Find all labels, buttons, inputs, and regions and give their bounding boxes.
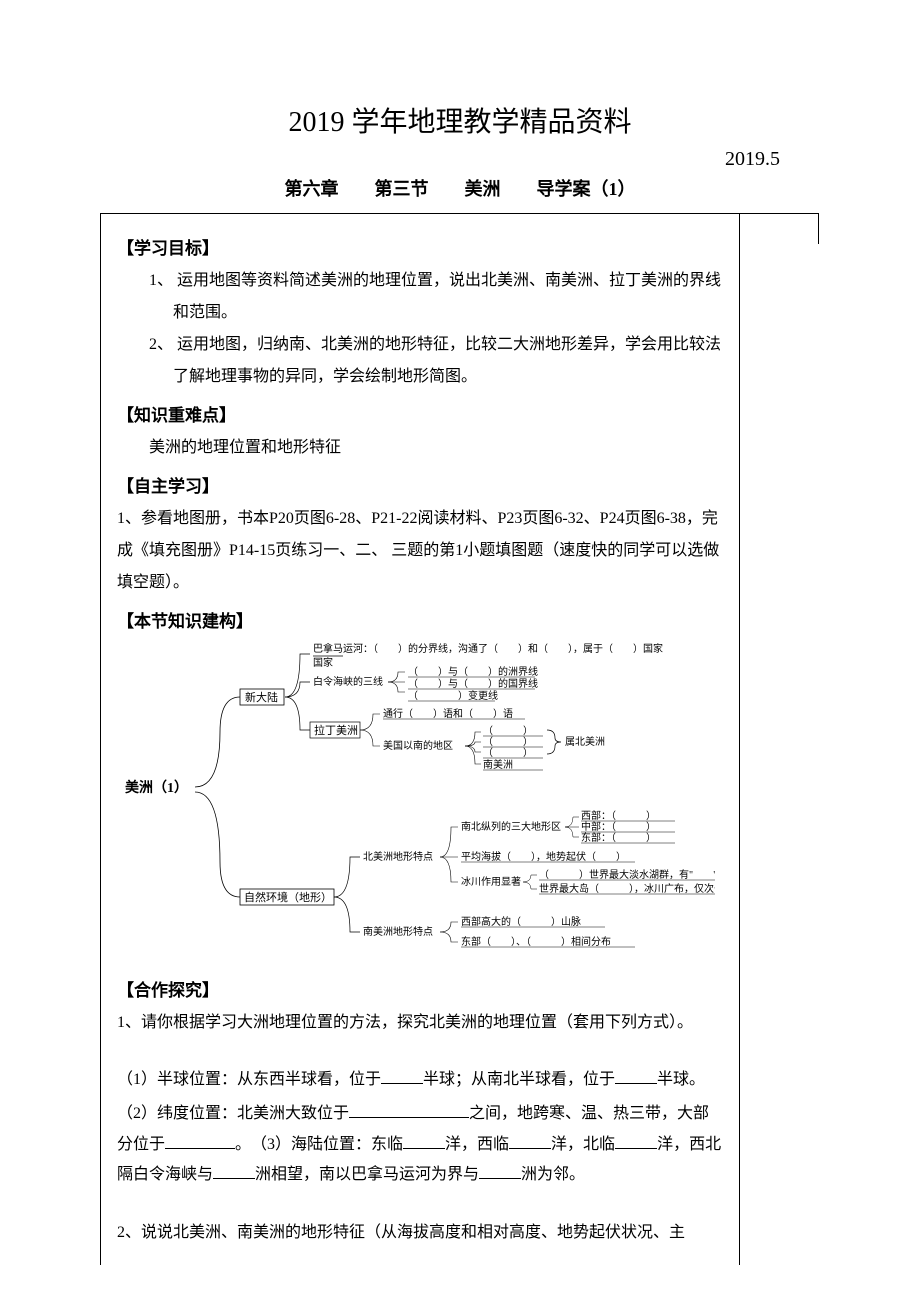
blank	[381, 1083, 423, 1084]
knowledge-diagram: 美洲（1） 新大陆 巴拿马运河：（ ）的分界线，沟通了（ ）和（ ），属于（ ）…	[125, 642, 715, 962]
blank	[509, 1148, 551, 1149]
diagram-branch1: 新大陆	[245, 690, 278, 704]
q1-3-a: 洋，西临	[445, 1136, 509, 1153]
d-b2-n1a1: 西部：（ ）	[581, 809, 656, 822]
q1-3-e: 洲为邻。	[521, 1166, 585, 1183]
d-b2-n1c1: （ ）世界最大淡水湖群，有" "之称	[539, 868, 715, 881]
d-b1-n3b2: （ ）	[483, 736, 533, 748]
keypoint-body: 美洲的地理位置和地形特征	[117, 432, 723, 464]
blank	[615, 1083, 657, 1084]
d-b1-n1: 巴拿马运河：（ ）的分界线，沟通了（ ）和（ ），属于（ ）国家	[313, 642, 663, 655]
explore-q1-1: （1）半球位置：从东西半球看，位于 半球；从南北半球看，位于 半球。	[117, 1065, 723, 1095]
d-b2-n1c2: 世界最大岛（ ），冰川广布，仅次于南极洲	[539, 882, 715, 895]
q1-1-mid: 半球；从南北半球看，位于	[423, 1071, 615, 1088]
d-b1-n3a: 通行（ ）语和（ ）语	[383, 707, 513, 720]
d-b2-n1a: 南北纵列的三大地形区	[461, 820, 561, 833]
d-b1-n2b: （ ）与（ ）的国界线	[408, 677, 538, 690]
section-selfstudy-head: 【自主学习】	[117, 472, 723, 497]
date: 2019.5	[100, 148, 820, 171]
main-title: 2019 学年地理教学精品资料	[100, 100, 820, 140]
d-b2-n1: 北美洲地形特点	[363, 850, 433, 863]
section-keypoint-head: 【知识重难点】	[117, 401, 723, 426]
objective-item-1: 1、 运用地图等资料简述美洲的地理位置，说出北美洲、南美洲、拉丁美洲的界线和范围…	[141, 265, 723, 329]
d-b2-n1c: 冰川作用显著	[461, 875, 521, 888]
explore-q2: 2、说说北美洲、南美洲的地形特征（从海拔高度和相对高度、地势起伏状况、主	[117, 1217, 723, 1249]
d-b2-n2: 南美洲地形特点	[363, 925, 433, 938]
d-b2-n2a: 西部高大的（ ）山脉	[461, 915, 581, 928]
blank	[213, 1178, 255, 1179]
blank	[349, 1117, 469, 1118]
blank	[615, 1148, 657, 1149]
d-b1-n3b: 美国以南的地区	[383, 739, 453, 752]
subtitle: 第六章 第三节 美洲 导学案（1）	[100, 175, 820, 201]
d-b1-n1-sub: 国家	[313, 656, 333, 669]
d-b1-n3b3: （ ）	[483, 747, 533, 759]
blank	[403, 1148, 445, 1149]
d-b1-n3: 拉丁美洲	[314, 723, 358, 737]
diagram-root: 美洲（1）	[125, 779, 188, 796]
d-b1-n2c: （ ）变更线	[408, 689, 498, 702]
d-b2-n1a2: 中部：（ ）	[581, 820, 656, 833]
explore-q1-2: （2）纬度位置：北美洲大致位于之间，地跨寒、温、热三带，大部分位于。 （3）海陆…	[117, 1099, 723, 1190]
d-b2-n1a3: 东部：（ ）	[581, 831, 656, 844]
page: 2019 学年地理教学精品资料 2019.5 第六章 第三节 美洲 导学案（1）…	[0, 0, 920, 1315]
content-box: 【学习目标】 1、 运用地图等资料简述美洲的地理位置，说出北美洲、南美洲、拉丁美…	[100, 213, 740, 1265]
diagram-branch2: 自然环境（地形）	[244, 890, 332, 904]
section-construct-head: 【本节知识建构】	[117, 607, 723, 632]
d-b2-n2b: 东部（ ）、（ ）相间分布	[461, 935, 611, 948]
d-b1-n3b4: 南美洲	[483, 758, 513, 771]
q1-3-d: 洲相望，南以巴拿马运河为界与	[255, 1166, 479, 1183]
explore-q1-intro: 1、请你根据学习大洲地理位置的方法，探究北美洲的地理位置（套用下列方式）。	[117, 1007, 723, 1039]
section-objective-head: 【学习目标】	[117, 234, 723, 259]
d-b1-n3b1: （ ）	[483, 725, 533, 737]
q1-2-pre: （2）纬度位置：北美洲大致位于	[117, 1105, 349, 1122]
d-b1-n3tag: 属北美洲	[565, 735, 605, 748]
diagram-wrap: 美洲（1） 新大陆 巴拿马运河：（ ）的分界线，沟通了（ ）和（ ），属于（ ）…	[117, 642, 723, 962]
objective-item-2: 2、 运用地图，归纳南、北美洲的地形特征，比较二大洲地形差异，学会用比较法了解地…	[141, 329, 723, 393]
q1-2-end: 。 （3）海陆位置：东临	[235, 1136, 403, 1153]
blank	[165, 1148, 235, 1149]
selfstudy-body: 1、参看地图册，书本P20页图6-28、P21-22阅读材料、P23页图6-32…	[117, 503, 723, 599]
q1-1-end: 半球。	[657, 1071, 705, 1088]
q1-1-pre: （1）半球位置：从东西半球看，位于	[117, 1071, 381, 1088]
blank	[479, 1178, 521, 1179]
q1-3-b: 洋，北临	[551, 1136, 615, 1153]
d-b2-n1b: 平均海拔（ ），地势起伏（ ）	[461, 850, 626, 863]
d-b1-n2: 白令海峡的三线	[313, 675, 383, 688]
section-explore-head: 【合作探究】	[117, 976, 723, 1001]
d-b1-n2a: （ ）与（ ）的洲界线	[408, 665, 538, 678]
